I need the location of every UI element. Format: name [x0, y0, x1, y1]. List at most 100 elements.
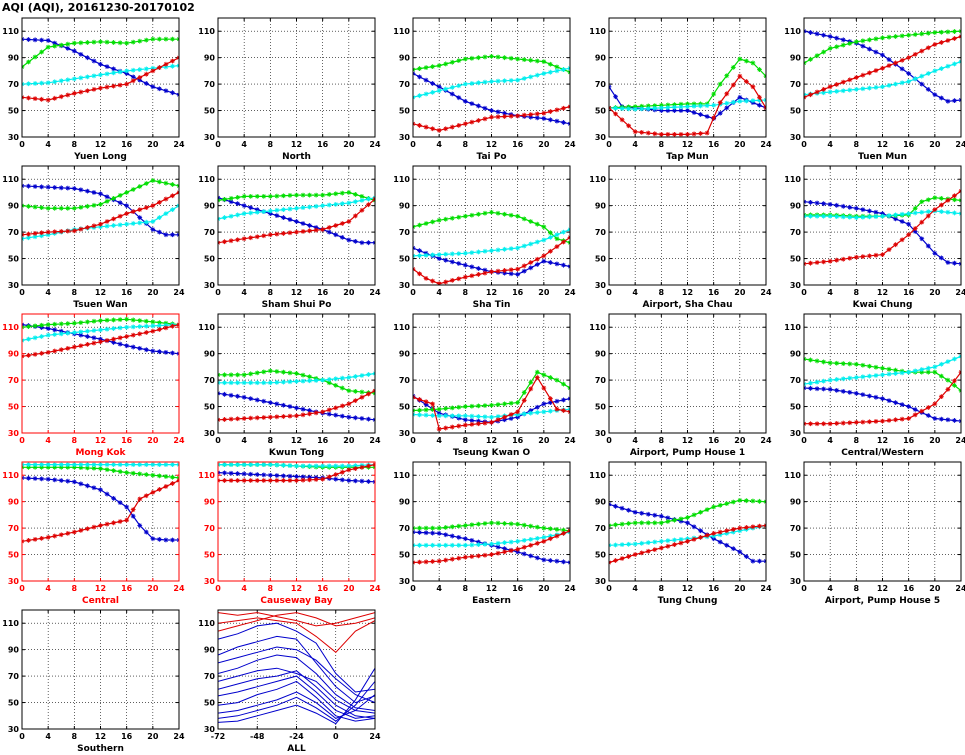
data-point	[489, 269, 494, 275]
plot-frame	[412, 165, 571, 286]
data-point	[281, 462, 286, 468]
data-point	[287, 379, 293, 385]
data-point	[515, 412, 521, 417]
data-point	[228, 372, 234, 378]
y-tick-label: 50	[8, 107, 20, 116]
data-point	[840, 420, 846, 426]
data-point	[821, 87, 827, 92]
data-point	[346, 463, 352, 469]
data-point	[170, 481, 175, 486]
data-point	[423, 402, 429, 407]
data-point	[170, 207, 175, 213]
y-tick-label: 90	[790, 202, 802, 211]
data-point	[333, 463, 339, 469]
series-group	[413, 209, 570, 285]
data-point	[880, 65, 885, 71]
data-point	[502, 521, 507, 526]
plot-frame	[608, 313, 767, 434]
series-line-blue	[218, 667, 375, 725]
data-point	[899, 80, 905, 86]
y-tick-label: 90	[204, 54, 216, 63]
data-point	[241, 372, 247, 378]
data-point	[294, 413, 299, 419]
data-point	[932, 68, 938, 74]
data-point	[952, 260, 957, 266]
data-point	[241, 211, 247, 216]
data-point	[632, 520, 638, 526]
data-point	[71, 40, 77, 46]
data-point	[150, 323, 156, 329]
data-point	[45, 326, 51, 331]
data-point	[430, 401, 436, 407]
data-point	[300, 229, 306, 234]
data-point	[117, 193, 123, 198]
data-point	[39, 233, 45, 239]
data-point	[143, 71, 149, 77]
data-point	[294, 371, 299, 376]
data-point	[156, 199, 162, 205]
y-tick-label: 70	[399, 80, 411, 89]
data-point	[436, 531, 442, 536]
data-point	[561, 262, 566, 268]
data-point	[821, 49, 827, 55]
data-point	[912, 368, 918, 374]
data-point	[117, 335, 123, 341]
data-point	[300, 378, 306, 384]
x-tick-label: 24	[564, 436, 576, 445]
data-point	[906, 232, 912, 238]
panel-title: Sham Shui Po	[262, 300, 332, 310]
data-point	[613, 105, 618, 111]
data-point	[469, 250, 475, 256]
series-group	[22, 178, 179, 242]
data-point	[58, 42, 64, 48]
data-point	[222, 462, 227, 468]
data-point	[873, 214, 879, 219]
y-tick-label: 90	[790, 350, 802, 359]
data-point	[469, 422, 475, 427]
panel-title: Eastern	[472, 596, 511, 606]
data-point	[71, 529, 77, 535]
y-tick-label: 70	[204, 524, 216, 533]
data-point	[808, 30, 813, 35]
data-point	[52, 327, 58, 333]
y-tick-label: 30	[595, 577, 607, 586]
data-point	[85, 328, 90, 334]
x-tick-label: 20	[538, 140, 550, 149]
data-point	[52, 477, 58, 483]
data-point	[476, 211, 481, 217]
data-point	[150, 84, 156, 90]
panel-title: Central/Western	[841, 448, 924, 458]
data-point	[294, 474, 299, 479]
data-point	[502, 540, 507, 546]
data-point	[919, 236, 925, 242]
data-point	[52, 185, 58, 190]
data-point	[521, 268, 527, 274]
data-point	[26, 324, 31, 329]
data-point	[254, 397, 260, 403]
data-point	[281, 414, 286, 419]
data-point	[248, 396, 254, 402]
data-point	[130, 470, 136, 476]
data-point	[124, 190, 130, 195]
data-point	[814, 89, 820, 95]
data-point	[65, 46, 71, 51]
data-point	[39, 535, 45, 541]
y-tick-label: 70	[204, 228, 216, 237]
data-point	[515, 113, 521, 119]
data-point	[639, 540, 645, 546]
data-point	[45, 232, 51, 238]
data-point	[528, 410, 534, 416]
data-point	[45, 476, 51, 482]
x-tick-label: 4	[241, 584, 247, 593]
data-point	[639, 129, 645, 135]
data-point	[619, 521, 625, 527]
x-tick-label: 4	[436, 436, 442, 445]
data-point	[717, 110, 723, 116]
data-point	[248, 371, 254, 377]
data-point	[156, 349, 162, 355]
x-tick-label: 16	[512, 436, 524, 445]
data-point	[665, 105, 671, 110]
data-point	[886, 247, 892, 253]
x-tick-label: 0	[606, 584, 612, 593]
